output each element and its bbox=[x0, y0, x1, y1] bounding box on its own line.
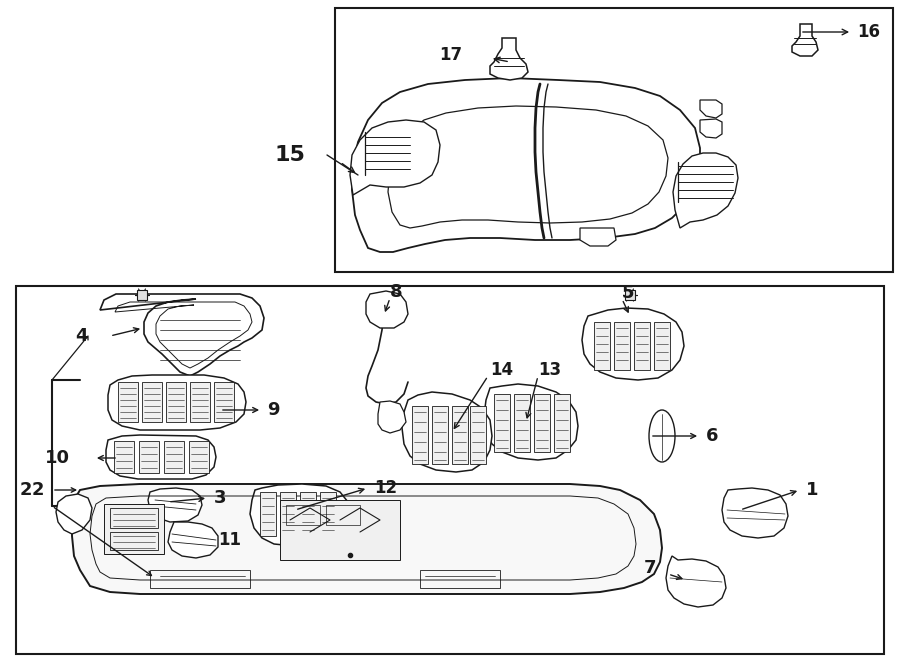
Text: 11: 11 bbox=[218, 531, 241, 549]
Polygon shape bbox=[108, 375, 246, 430]
Text: 12: 12 bbox=[374, 479, 397, 497]
Polygon shape bbox=[402, 392, 492, 472]
Bar bbox=[16, 286, 884, 654]
Text: 17: 17 bbox=[439, 46, 462, 64]
Text: 8: 8 bbox=[390, 283, 402, 301]
Text: 16: 16 bbox=[857, 23, 880, 41]
Polygon shape bbox=[722, 488, 788, 538]
Text: 6: 6 bbox=[706, 427, 718, 445]
Bar bbox=[534, 394, 550, 452]
Bar bbox=[214, 382, 234, 422]
Bar bbox=[110, 508, 158, 528]
Bar bbox=[420, 570, 500, 588]
Polygon shape bbox=[582, 308, 684, 380]
Bar bbox=[634, 322, 650, 370]
Bar bbox=[614, 322, 630, 370]
Polygon shape bbox=[352, 78, 700, 252]
Bar bbox=[139, 441, 159, 473]
Polygon shape bbox=[100, 294, 264, 376]
Polygon shape bbox=[350, 120, 440, 195]
Bar bbox=[280, 500, 400, 560]
Bar bbox=[114, 441, 134, 473]
Text: 9: 9 bbox=[267, 401, 280, 419]
Bar bbox=[494, 394, 510, 452]
Bar bbox=[594, 322, 610, 370]
Polygon shape bbox=[792, 24, 818, 56]
Text: 7: 7 bbox=[644, 559, 656, 577]
Bar bbox=[625, 290, 635, 300]
Bar bbox=[118, 382, 138, 422]
Bar bbox=[190, 382, 210, 422]
Bar bbox=[432, 406, 448, 464]
Polygon shape bbox=[484, 384, 578, 460]
Ellipse shape bbox=[649, 410, 675, 462]
Text: 1: 1 bbox=[806, 481, 818, 499]
Polygon shape bbox=[700, 100, 722, 118]
Polygon shape bbox=[148, 488, 202, 522]
Bar bbox=[137, 290, 147, 300]
Polygon shape bbox=[250, 484, 350, 546]
Bar bbox=[300, 492, 316, 536]
Bar bbox=[142, 382, 162, 422]
Polygon shape bbox=[580, 228, 616, 246]
Polygon shape bbox=[72, 484, 662, 594]
Text: 10: 10 bbox=[45, 449, 70, 467]
Text: 3: 3 bbox=[214, 489, 227, 507]
Bar bbox=[320, 492, 336, 536]
Text: 5: 5 bbox=[622, 284, 634, 302]
Bar bbox=[286, 505, 320, 525]
Polygon shape bbox=[700, 119, 722, 138]
Bar bbox=[554, 394, 570, 452]
Text: 15: 15 bbox=[274, 145, 305, 165]
Polygon shape bbox=[56, 494, 92, 534]
Bar bbox=[166, 382, 186, 422]
Bar bbox=[470, 406, 486, 464]
Bar bbox=[189, 441, 209, 473]
Bar bbox=[326, 505, 360, 525]
Bar bbox=[150, 570, 250, 588]
Bar bbox=[164, 441, 184, 473]
Text: 14: 14 bbox=[490, 361, 513, 379]
Bar bbox=[110, 532, 158, 550]
Polygon shape bbox=[378, 401, 406, 433]
Bar bbox=[104, 504, 164, 554]
Bar bbox=[654, 322, 670, 370]
Text: 13: 13 bbox=[538, 361, 561, 379]
Bar bbox=[412, 406, 428, 464]
Polygon shape bbox=[666, 556, 726, 607]
Bar bbox=[514, 394, 530, 452]
Bar bbox=[260, 492, 276, 536]
Bar bbox=[280, 492, 296, 536]
Text: 4: 4 bbox=[76, 327, 88, 345]
Polygon shape bbox=[490, 38, 528, 80]
Text: 2: 2 bbox=[32, 481, 44, 499]
Bar bbox=[452, 406, 468, 464]
Polygon shape bbox=[673, 153, 738, 228]
Text: 2: 2 bbox=[20, 481, 32, 499]
Polygon shape bbox=[168, 522, 218, 558]
Polygon shape bbox=[106, 435, 216, 479]
Polygon shape bbox=[366, 291, 408, 328]
Bar bbox=[335, 8, 893, 272]
